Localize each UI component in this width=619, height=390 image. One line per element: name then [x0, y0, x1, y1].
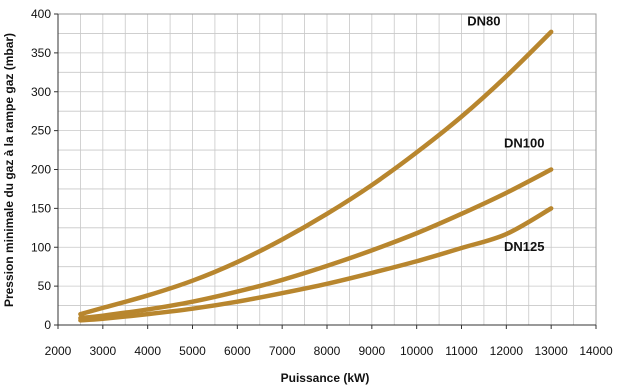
- x-tick-label: 8000: [314, 344, 341, 358]
- y-tick-label: 150: [31, 201, 51, 215]
- x-tick-labels: 2000 3000 4000 5000 6000 7000 8000 9000 10000 110…: [45, 344, 613, 358]
- x-axis-title: Puissance (kW): [281, 371, 370, 385]
- axes: [54, 13, 597, 329]
- y-tick-label: 100: [31, 240, 51, 254]
- x-tick-label: 12000: [490, 344, 524, 358]
- series-line-dn125: [78, 206, 554, 323]
- y-tick-label: 50: [38, 279, 52, 293]
- series-line-dn100: [78, 167, 554, 321]
- x-tick-label: 7000: [269, 344, 296, 358]
- series-label-dn100: DN100: [504, 136, 544, 151]
- x-tick-label: 11000: [445, 344, 478, 358]
- series-label-dn125: DN125: [504, 239, 544, 254]
- series-line-dn80: [78, 29, 554, 317]
- x-tick-label: 5000: [179, 344, 206, 358]
- series-labels: DN80 DN100 DN125: [467, 14, 544, 254]
- y-tick-label: 350: [31, 46, 51, 60]
- y-tick-label: 200: [31, 163, 51, 177]
- y-axis-title: Pression minimale du gaz à la rampe gaz …: [2, 33, 16, 307]
- x-tick-label: 4000: [134, 344, 161, 358]
- x-tick-label: 9000: [358, 344, 385, 358]
- x-tick-label: 13000: [534, 344, 568, 358]
- y-tick-label: 0: [44, 318, 51, 332]
- y-tick-label: 400: [31, 7, 51, 21]
- y-tick-label: 250: [31, 124, 51, 138]
- x-tick-label: 6000: [224, 344, 251, 358]
- y-tick-label: 300: [31, 85, 51, 99]
- series-lines: [78, 29, 554, 323]
- series-label-dn80: DN80: [467, 14, 500, 29]
- x-tick-label: 10000: [400, 344, 434, 358]
- y-tick-labels: 0 50 100 150 200 250 300 350 400: [31, 7, 51, 332]
- x-tick-label: 14000: [579, 344, 613, 358]
- x-tick-label: 2000: [45, 344, 72, 358]
- x-tick-label: 3000: [89, 344, 116, 358]
